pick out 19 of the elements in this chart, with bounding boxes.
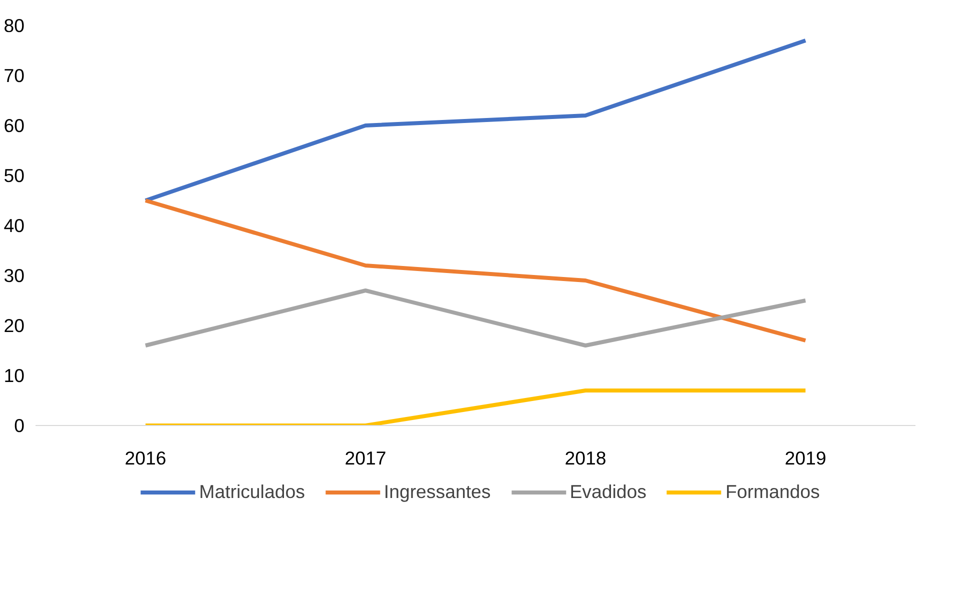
line-series xyxy=(144,38,808,202)
line-series xyxy=(144,198,808,342)
y-tick-label: 10 xyxy=(4,365,25,386)
legend-label: Matriculados xyxy=(199,481,305,503)
y-tick-label: 40 xyxy=(4,215,25,236)
x-tick-label: 2019 xyxy=(784,448,826,468)
y-tick-label: 50 xyxy=(4,165,25,186)
legend-label: Evadidos xyxy=(570,481,646,503)
y-tick-label: 80 xyxy=(4,15,25,36)
x-tick-label: 2018 xyxy=(564,448,606,468)
legend-label: Ingressantes xyxy=(384,481,491,503)
legend-label: Formandos xyxy=(725,481,820,503)
y-tick-label: 0 xyxy=(14,415,25,436)
y-tick-label: 70 xyxy=(4,65,25,86)
y-tick-label: 30 xyxy=(4,265,25,286)
x-tick-label: 2016 xyxy=(124,448,166,468)
y-tick-label: 60 xyxy=(4,115,25,136)
y-tick-label: 20 xyxy=(4,315,25,336)
x-tick-label: 2017 xyxy=(344,448,386,468)
